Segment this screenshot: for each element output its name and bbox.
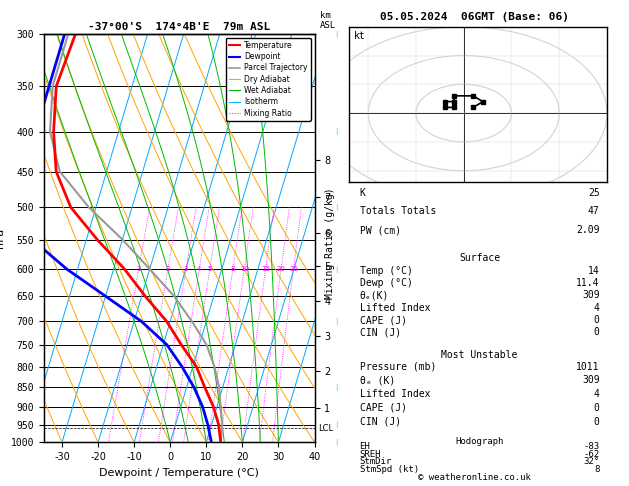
Text: 05.05.2024  06GMT (Base: 06): 05.05.2024 06GMT (Base: 06) bbox=[381, 12, 569, 22]
Text: 4: 4 bbox=[594, 303, 599, 313]
Text: LCL: LCL bbox=[318, 424, 333, 433]
Text: Most Unstable: Most Unstable bbox=[442, 350, 518, 360]
Text: CIN (J): CIN (J) bbox=[360, 328, 401, 337]
Text: CAPE (J): CAPE (J) bbox=[360, 403, 406, 413]
Text: 0: 0 bbox=[594, 328, 599, 337]
Text: Surface: Surface bbox=[459, 253, 500, 263]
Text: 1011: 1011 bbox=[576, 362, 599, 372]
Text: 32°: 32° bbox=[584, 457, 599, 466]
Text: 0: 0 bbox=[594, 417, 599, 427]
Text: StmDir: StmDir bbox=[360, 457, 392, 466]
Text: 3: 3 bbox=[184, 266, 188, 272]
Text: CIN (J): CIN (J) bbox=[360, 417, 401, 427]
Text: 25: 25 bbox=[289, 266, 298, 272]
Text: |: | bbox=[335, 421, 338, 428]
Text: 8: 8 bbox=[231, 266, 235, 272]
Text: |: | bbox=[335, 383, 338, 391]
Text: kt: kt bbox=[354, 32, 366, 41]
Text: -83: -83 bbox=[584, 442, 599, 451]
Text: |: | bbox=[335, 128, 338, 135]
Text: Totals Totals: Totals Totals bbox=[360, 207, 436, 216]
Text: θₑ(K): θₑ(K) bbox=[360, 291, 389, 300]
Title: -37°00'S  174°4B'E  79m ASL: -37°00'S 174°4B'E 79m ASL bbox=[88, 22, 270, 32]
Text: |: | bbox=[335, 318, 338, 325]
Text: 14: 14 bbox=[588, 266, 599, 276]
Text: -62: -62 bbox=[584, 450, 599, 458]
Text: 2.09: 2.09 bbox=[576, 225, 599, 235]
X-axis label: Dewpoint / Temperature (°C): Dewpoint / Temperature (°C) bbox=[99, 468, 259, 478]
Text: |: | bbox=[335, 265, 338, 273]
Text: 10: 10 bbox=[240, 266, 249, 272]
Y-axis label: hPa: hPa bbox=[0, 228, 5, 248]
Text: 20: 20 bbox=[277, 266, 286, 272]
Text: 309: 309 bbox=[582, 291, 599, 300]
Text: Hodograph: Hodograph bbox=[455, 437, 504, 446]
Text: |: | bbox=[335, 204, 338, 211]
Text: θₑ (K): θₑ (K) bbox=[360, 375, 395, 385]
Text: 4: 4 bbox=[594, 389, 599, 399]
Text: 47: 47 bbox=[588, 207, 599, 216]
Text: 309: 309 bbox=[582, 375, 599, 385]
Text: Mixing Ratio (g/kg): Mixing Ratio (g/kg) bbox=[325, 187, 335, 299]
Text: CAPE (J): CAPE (J) bbox=[360, 315, 406, 325]
Text: 15: 15 bbox=[261, 266, 270, 272]
Text: Lifted Index: Lifted Index bbox=[360, 303, 430, 313]
Text: 1: 1 bbox=[136, 266, 141, 272]
Text: 0: 0 bbox=[594, 315, 599, 325]
Text: 25: 25 bbox=[588, 188, 599, 198]
Text: 5: 5 bbox=[208, 266, 212, 272]
Text: K: K bbox=[360, 188, 365, 198]
Text: Temp (°C): Temp (°C) bbox=[360, 266, 413, 276]
Text: Pressure (mb): Pressure (mb) bbox=[360, 362, 436, 372]
Text: PW (cm): PW (cm) bbox=[360, 225, 401, 235]
Text: StmSpd (kt): StmSpd (kt) bbox=[360, 465, 419, 474]
Text: EH: EH bbox=[360, 442, 370, 451]
Text: |: | bbox=[335, 31, 338, 37]
Text: km
ASL: km ASL bbox=[320, 11, 336, 30]
Text: © weatheronline.co.uk: © weatheronline.co.uk bbox=[418, 473, 532, 482]
Text: Dewp (°C): Dewp (°C) bbox=[360, 278, 413, 288]
Text: Lifted Index: Lifted Index bbox=[360, 389, 430, 399]
Text: 8: 8 bbox=[594, 465, 599, 474]
Text: |: | bbox=[335, 439, 338, 446]
Text: 4: 4 bbox=[197, 266, 201, 272]
Text: 0: 0 bbox=[594, 403, 599, 413]
Text: 11.4: 11.4 bbox=[576, 278, 599, 288]
Text: 2: 2 bbox=[165, 266, 170, 272]
Legend: Temperature, Dewpoint, Parcel Trajectory, Dry Adiabat, Wet Adiabat, Isotherm, Mi: Temperature, Dewpoint, Parcel Trajectory… bbox=[226, 38, 311, 121]
Text: SREH: SREH bbox=[360, 450, 381, 458]
